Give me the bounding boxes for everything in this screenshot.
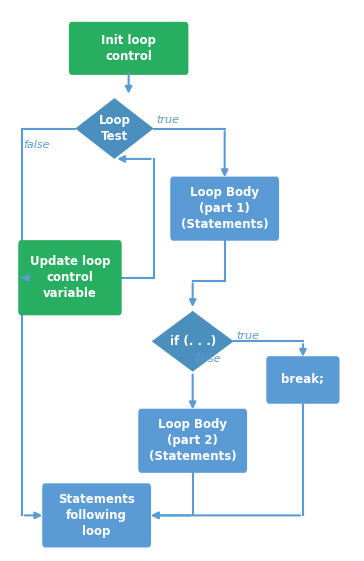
Polygon shape	[75, 98, 154, 159]
Polygon shape	[152, 311, 234, 372]
Text: false: false	[194, 354, 221, 364]
FancyBboxPatch shape	[138, 409, 247, 473]
Text: Init loop
control: Init loop control	[101, 34, 156, 63]
Text: Loop
Test: Loop Test	[99, 114, 130, 143]
FancyBboxPatch shape	[69, 22, 189, 75]
FancyBboxPatch shape	[170, 177, 279, 241]
Text: true: true	[236, 331, 259, 341]
Text: Loop Body
(part 1)
(Statements): Loop Body (part 1) (Statements)	[181, 186, 269, 231]
Text: Loop Body
(part 2)
(Statements): Loop Body (part 2) (Statements)	[149, 419, 237, 463]
FancyBboxPatch shape	[42, 484, 151, 548]
FancyBboxPatch shape	[266, 356, 340, 404]
FancyBboxPatch shape	[18, 240, 122, 315]
Text: Update loop
control
variable: Update loop control variable	[30, 255, 110, 300]
Text: false: false	[23, 140, 50, 150]
Text: break;: break;	[281, 374, 324, 387]
Text: Statements
following
loop: Statements following loop	[58, 493, 135, 538]
Text: true: true	[157, 115, 179, 125]
Text: if (. . .): if (. . .)	[170, 335, 216, 348]
